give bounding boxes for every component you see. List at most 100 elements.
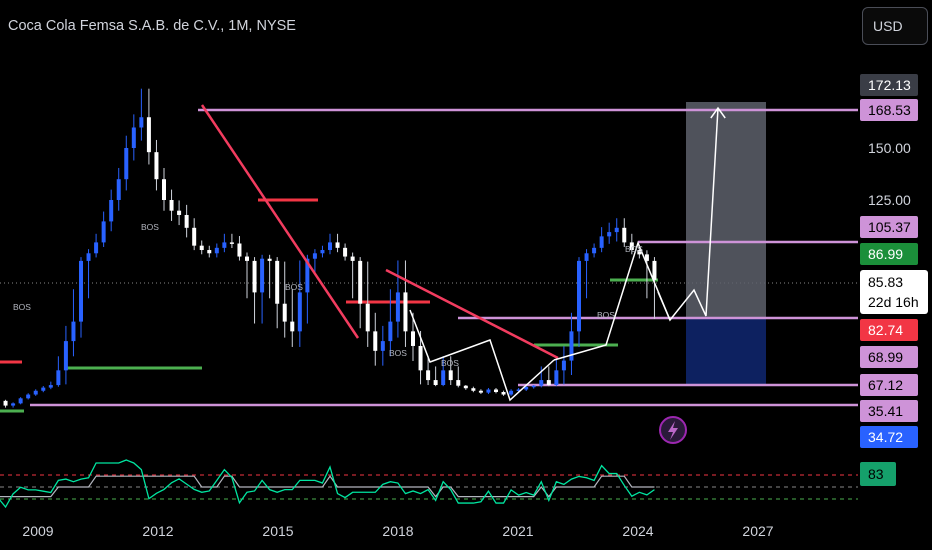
candle-body	[41, 387, 46, 391]
lightning-icon-glyph	[668, 421, 678, 440]
price-badge	[860, 319, 918, 341]
position-tool[interactable]	[686, 102, 766, 385]
x-tick-label: 2024	[622, 523, 653, 539]
price-badge	[860, 99, 918, 121]
rsi-value-label: 83	[868, 466, 884, 482]
current-price-badge	[860, 270, 928, 314]
candle-body	[652, 260, 657, 280]
candle-body	[554, 370, 559, 385]
candle-body	[614, 227, 619, 233]
candle-body	[3, 400, 8, 406]
candle-body	[245, 256, 249, 261]
candle-body	[426, 370, 431, 381]
candle-body	[524, 386, 529, 390]
price-badge	[860, 243, 918, 265]
candle-body	[229, 242, 234, 244]
projection-arrowhead	[710, 106, 726, 119]
candle-body	[305, 258, 310, 293]
candle-body	[599, 236, 604, 248]
candle-body	[109, 200, 114, 222]
candle-body	[637, 250, 642, 255]
candle-body	[282, 303, 287, 322]
candle-body	[79, 260, 83, 322]
candle-body	[222, 242, 227, 248]
downtrend-line	[385, 268, 559, 360]
price-badge	[860, 426, 918, 448]
candle-body	[546, 380, 551, 385]
bar-countdown-label: 22d 16h	[868, 294, 919, 310]
candle-body	[267, 258, 272, 261]
candle-body	[456, 380, 461, 386]
rsi-value-badge	[860, 462, 896, 486]
candle-body	[433, 380, 438, 385]
candle-body	[154, 152, 159, 180]
candle-body	[146, 117, 151, 153]
bos-label: BOS	[141, 222, 159, 232]
candle-body	[509, 390, 514, 395]
candle-body	[63, 341, 68, 371]
candle-body	[358, 260, 363, 304]
candle-body	[335, 242, 340, 248]
candle-body	[622, 227, 627, 243]
candle-body	[441, 370, 446, 385]
candle-body	[411, 331, 415, 346]
rsi-pane	[0, 459, 858, 509]
candle-body	[343, 247, 348, 257]
candle-body	[169, 200, 174, 211]
candle-body	[471, 388, 476, 391]
candle-body	[463, 385, 468, 389]
candle-body	[561, 360, 566, 371]
price-badge-label: 105.37	[868, 219, 911, 235]
candle-body	[592, 247, 597, 254]
wedge-pattern	[409, 309, 555, 402]
candle-body	[448, 370, 453, 381]
pullback-arrow	[657, 291, 671, 321]
candle-body	[501, 392, 506, 395]
price-badge	[860, 74, 918, 96]
candle-body	[131, 127, 136, 148]
candle-body	[607, 232, 612, 237]
candle-body	[214, 247, 219, 254]
bos-label: BOS	[285, 282, 303, 292]
candle-body	[11, 403, 16, 406]
price-tick-label: 150.00	[868, 140, 911, 156]
candle-body	[86, 253, 91, 261]
candle-body	[33, 390, 38, 395]
candle-body	[388, 321, 393, 342]
candle-body	[71, 321, 76, 342]
candle-body	[177, 210, 182, 215]
candle-body	[395, 292, 400, 322]
currency-selector-button[interactable]: USD	[862, 7, 928, 45]
candle-body	[373, 331, 378, 351]
candle-body	[577, 260, 581, 332]
price-tick-label: 125.00	[868, 192, 911, 208]
trend-drawings[interactable]	[200, 104, 726, 402]
candle-body	[124, 148, 129, 180]
candle-body	[275, 260, 280, 304]
candle-body	[380, 341, 385, 351]
current-price-label: 85.83	[868, 274, 903, 290]
price-axis: 172.13 168.53 150.00 125.00 105.37 86.99 85.83…	[860, 74, 928, 486]
stop-zone	[686, 318, 766, 385]
candle-body	[328, 242, 332, 251]
candle-body	[312, 253, 317, 259]
bos-label: BOS	[441, 358, 459, 368]
x-tick-label: 2012	[142, 523, 173, 539]
price-badge-label: 34.72	[868, 429, 903, 445]
candle-body	[644, 254, 649, 261]
x-tick-label: 2018	[382, 523, 413, 539]
horizontal-levels[interactable]	[0, 108, 858, 413]
candle-body	[199, 245, 204, 251]
bos-label: BOS	[389, 348, 407, 358]
candle-body	[494, 389, 498, 393]
candle-body	[184, 214, 189, 228]
candle-body	[94, 242, 99, 254]
downtrend-line	[200, 104, 360, 339]
candle-body	[48, 385, 53, 388]
candle-body	[569, 331, 574, 361]
candle-body	[418, 345, 423, 371]
chart-title: Coca Cola Femsa S.A.B. de C.V., 1M, NYSE	[8, 18, 296, 34]
candle-body	[116, 179, 121, 200]
price-badge	[860, 400, 918, 422]
